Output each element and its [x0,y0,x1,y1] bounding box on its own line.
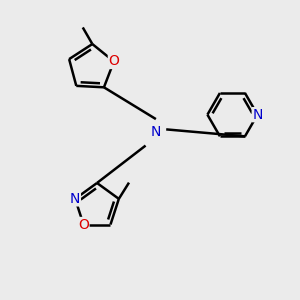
Text: O: O [78,218,89,232]
Text: N: N [70,192,80,206]
Text: N: N [151,125,161,139]
Text: O: O [108,55,119,68]
Text: N: N [252,108,263,122]
